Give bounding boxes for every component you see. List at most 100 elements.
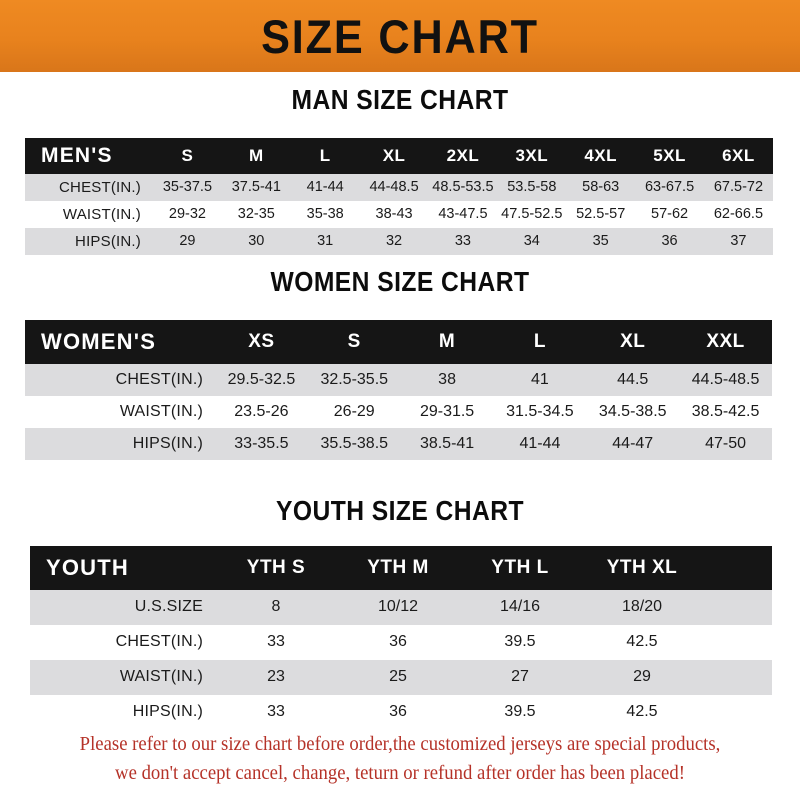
men-size-col-7: 4XL: [584, 147, 618, 165]
women-chest-5: 44.5: [617, 371, 649, 388]
page-banner: SIZE CHART: [0, 0, 800, 72]
women-chest-6: 44.5-48.5: [691, 371, 760, 388]
men-size-col-9: 6XL: [722, 147, 755, 165]
women-size-col-3: M: [438, 332, 456, 352]
men-hips-6: 34: [523, 233, 540, 249]
women-waist-6: 38.5-42.5: [691, 403, 760, 420]
women-row-chest-label: CHEST(IN.): [115, 371, 203, 388]
women-chest-2: 32.5-35.5: [320, 371, 389, 388]
table-row: CHEST(IN.) 33 36 39.5 42.5: [30, 625, 772, 660]
men-size-col-5: 2XL: [446, 147, 480, 165]
youth-waist-2: 25: [389, 669, 407, 686]
men-chest-9: 67.5-72: [713, 179, 764, 195]
women-hips-3: 38.5-41: [419, 435, 475, 452]
women-row-waist-label: WAIST(IN.): [119, 403, 203, 420]
youth-chest-3: 39.5: [504, 634, 536, 651]
men-table-header-row: MEN'S S M L XL 2XL 3XL 4XL 5XL 6XL: [25, 138, 773, 174]
women-hips-6: 47-50: [705, 435, 747, 452]
table-row: HIPS(IN.) 33-35.5 35.5-38.5 38.5-41 41-4…: [25, 428, 772, 460]
disclaimer-line-2: we don't accept cancel, change, teturn o…: [115, 763, 685, 784]
youth-ussize-1: 8: [271, 599, 281, 616]
youth-chest-2: 36: [389, 634, 407, 651]
men-size-col-3: L: [319, 147, 331, 165]
women-hips-4: 41-44: [519, 435, 561, 452]
youth-row-waist-label: WAIST(IN.): [119, 669, 203, 686]
youth-size-col-3: YTH L: [491, 558, 549, 578]
table-row: U.S.SIZE 8 10/12 14/16 18/20: [30, 590, 772, 625]
youth-waist-3: 27: [511, 669, 529, 686]
women-hips-5: 44-47: [612, 435, 654, 452]
youth-row-hips-label: HIPS(IN.): [132, 704, 203, 721]
disclaimer-line-1: Please refer to our size chart before or…: [79, 734, 721, 755]
men-hips-1: 29: [179, 233, 196, 249]
women-size-col-2: S: [347, 332, 361, 352]
table-row: CHEST(IN.) 35-37.5 37.5-41 41-44 44-48.5…: [25, 174, 773, 201]
women-size-table: WOMEN'S XS S M L XL XXL CHEST(IN.) 29.5-…: [25, 320, 772, 460]
youth-chest-4: 42.5: [626, 634, 658, 651]
youth-hips-1: 33: [267, 704, 285, 721]
women-chest-1: 29.5-32.5: [227, 371, 296, 388]
youth-ussize-4: 18/20: [621, 599, 663, 616]
women-size-col-1: XS: [248, 332, 275, 352]
women-size-col-4: L: [533, 332, 546, 352]
table-row: WAIST(IN.) 23.5-26 26-29 29-31.5 31.5-34…: [25, 396, 772, 428]
men-hips-5: 33: [454, 233, 471, 249]
women-header-label: WOMEN'S: [41, 330, 157, 354]
youth-chest-1: 33: [267, 634, 285, 651]
table-row: WAIST(IN.) 29-32 32-35 35-38 38-43 43-47…: [25, 201, 773, 228]
youth-hips-2: 36: [389, 704, 407, 721]
women-size-col-5: XL: [620, 332, 646, 352]
men-chest-1: 35-37.5: [162, 179, 213, 195]
men-waist-2: 32-35: [237, 206, 275, 222]
men-hips-3: 31: [317, 233, 334, 249]
men-size-col-6: 3XL: [515, 147, 549, 165]
men-size-col-2: M: [248, 147, 264, 165]
men-waist-6: 47.5-52.5: [501, 206, 563, 222]
women-waist-5: 34.5-38.5: [598, 403, 667, 420]
table-row: WAIST(IN.) 23 25 27 29: [30, 660, 772, 695]
youth-section-title: YOUTH SIZE CHART: [276, 495, 524, 526]
men-hips-2: 30: [248, 233, 265, 249]
youth-row-ussize-label: U.S.SIZE: [134, 599, 203, 616]
order-policy-disclaimer: Please refer to our size chart before or…: [16, 730, 784, 788]
table-row: HIPS(IN.) 29 30 31 32 33 34 35 36 37: [25, 228, 773, 255]
men-row-hips-label: HIPS(IN.): [75, 233, 141, 250]
men-chest-6: 53.5-58: [507, 179, 557, 195]
men-section-title: MAN SIZE CHART: [291, 84, 509, 115]
table-row: HIPS(IN.) 33 36 39.5 42.5: [30, 695, 772, 730]
men-waist-4: 38-43: [375, 206, 413, 222]
women-table-header-row: WOMEN'S XS S M L XL XXL: [25, 320, 772, 364]
men-hips-9: 37: [730, 233, 747, 249]
youth-table-header-row: YOUTH YTH S YTH M YTH L YTH XL: [30, 546, 772, 590]
women-row-hips-label: HIPS(IN.): [132, 435, 203, 452]
youth-size-col-2: YTH M: [367, 558, 429, 578]
men-hips-8: 36: [661, 233, 678, 249]
women-chest-3: 38: [438, 371, 456, 388]
women-section-title: WOMEN SIZE CHART: [270, 266, 530, 297]
youth-size-col-4: YTH XL: [606, 558, 678, 578]
men-waist-1: 29-32: [168, 206, 206, 222]
men-hips-7: 35: [592, 233, 609, 249]
women-size-col-6: XXL: [706, 332, 745, 352]
women-waist-1: 23.5-26: [234, 403, 289, 420]
men-waist-9: 62-66.5: [713, 206, 764, 222]
men-size-col-8: 5XL: [653, 147, 686, 165]
youth-row-chest-label: CHEST(IN.): [115, 634, 203, 651]
women-waist-3: 29-31.5: [419, 403, 475, 420]
men-chest-5: 48.5-53.5: [432, 179, 494, 195]
page-title: SIZE CHART: [261, 9, 539, 63]
men-size-col-4: XL: [382, 147, 406, 165]
youth-waist-1: 23: [267, 669, 285, 686]
women-hips-1: 33-35.5: [234, 435, 289, 452]
youth-size-table: YOUTH YTH S YTH M YTH L YTH XL U.S.SIZE …: [30, 546, 772, 730]
men-chest-8: 63-67.5: [644, 179, 695, 195]
youth-waist-4: 29: [633, 669, 651, 686]
men-row-chest-label: CHEST(IN.): [59, 179, 141, 196]
men-waist-7: 52.5-57: [576, 206, 626, 222]
men-chest-3: 41-44: [306, 179, 344, 195]
women-hips-2: 35.5-38.5: [320, 435, 389, 452]
women-chest-4: 41: [531, 371, 549, 388]
youth-ussize-2: 10/12: [377, 599, 419, 616]
men-chest-7: 58-63: [582, 179, 620, 195]
